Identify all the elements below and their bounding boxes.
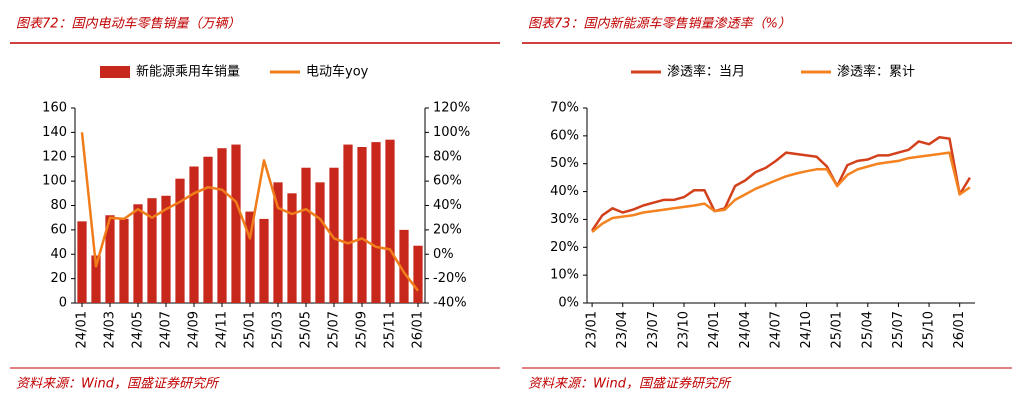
y2-tick-label: 60% xyxy=(433,174,462,189)
y-tick-label: 60% xyxy=(550,128,579,143)
x-tick-label: 26/01 xyxy=(952,311,967,348)
y2-tick-label: 0% xyxy=(433,247,454,262)
bar xyxy=(245,211,255,303)
bar xyxy=(357,147,367,303)
legend-label: 渗透率：累计 xyxy=(837,64,915,80)
bar xyxy=(343,144,353,303)
legend-label: 电动车yoy xyxy=(306,64,369,80)
x-tick-label: 24/03 xyxy=(103,311,118,348)
line xyxy=(80,132,419,292)
x-tick-label: 25/01 xyxy=(830,311,845,348)
bar xyxy=(175,178,185,303)
x-tick-label: 24/11 xyxy=(215,311,230,348)
x-tick-label: 25/03 xyxy=(271,311,286,348)
x-tick-label: 26/01 xyxy=(411,311,426,348)
legend-swatch xyxy=(100,66,130,78)
x-tick-label: 24/01 xyxy=(75,311,90,348)
y2-tick-label: 80% xyxy=(433,149,462,164)
y-tick-label: 160 xyxy=(42,101,67,116)
y-tick-label: 30% xyxy=(550,212,579,227)
y-tick-label: 80 xyxy=(50,198,67,213)
chart-title: 图表73：国内新能源车零售销量渗透率（%） xyxy=(528,16,791,32)
y2-tick-label: -40% xyxy=(433,296,467,311)
bar xyxy=(273,182,283,303)
x-tick-label: 23/04 xyxy=(615,311,630,348)
x-tick-label: 25/07 xyxy=(891,311,906,348)
y-tick-label: 20 xyxy=(50,271,67,286)
line xyxy=(591,151,971,233)
x-tick-label: 24/10 xyxy=(799,311,814,348)
y2-tick-label: 120% xyxy=(433,101,470,116)
bar xyxy=(259,218,269,303)
bar xyxy=(147,198,157,303)
bar xyxy=(329,167,339,303)
y-tick-label: 40 xyxy=(50,247,67,262)
chart-title: 图表72：国内电动车零售销量（万辆） xyxy=(16,16,241,32)
line xyxy=(591,136,971,232)
x-tick-label: 25/11 xyxy=(383,311,398,348)
x-tick-label: 24/01 xyxy=(707,311,722,348)
legend-label: 渗透率：当月 xyxy=(667,64,745,80)
bar xyxy=(105,215,115,303)
y-tick-label: 20% xyxy=(550,240,579,255)
y2-tick-label: 40% xyxy=(433,198,462,213)
bar xyxy=(385,139,395,303)
y-tick-label: 140 xyxy=(42,125,67,140)
y-tick-label: 40% xyxy=(550,184,579,199)
y-tick-label: 0% xyxy=(558,296,579,311)
bar xyxy=(161,195,171,303)
x-tick-label: 24/05 xyxy=(131,311,146,348)
bar xyxy=(203,156,213,303)
y-tick-label: 50% xyxy=(550,156,579,171)
bar xyxy=(119,218,129,303)
bar xyxy=(231,144,241,303)
bar xyxy=(287,193,297,303)
y-tick-label: 120 xyxy=(42,149,67,164)
bar xyxy=(77,221,87,303)
bar xyxy=(217,148,227,303)
source: 资料来源：Wind，国盛证券研究所 xyxy=(16,376,220,392)
bar xyxy=(189,166,199,303)
y-tick-label: 60 xyxy=(50,222,67,237)
x-tick-label: 25/04 xyxy=(860,311,875,348)
source: 资料来源：Wind，国盛证券研究所 xyxy=(528,376,732,392)
y2-tick-label: 100% xyxy=(433,125,470,140)
bar xyxy=(315,182,325,303)
x-tick-label: 25/05 xyxy=(299,311,314,348)
bar xyxy=(133,204,143,303)
y2-tick-label: 20% xyxy=(433,222,462,237)
bar xyxy=(413,245,423,303)
y2-tick-label: -20% xyxy=(433,271,467,286)
bar xyxy=(91,255,101,303)
x-tick-label: 25/09 xyxy=(355,311,370,348)
legend-label: 新能源乘用车销量 xyxy=(136,64,240,80)
x-tick-label: 24/07 xyxy=(768,311,783,348)
bar xyxy=(399,229,409,303)
x-tick-label: 24/04 xyxy=(738,311,753,348)
y-tick-label: 70% xyxy=(550,101,579,116)
y-tick-label: 10% xyxy=(550,268,579,283)
x-tick-label: 25/10 xyxy=(922,311,937,348)
y-tick-label: 0 xyxy=(59,296,67,311)
bar xyxy=(371,142,381,303)
x-tick-label: 23/10 xyxy=(677,311,692,348)
x-tick-label: 24/09 xyxy=(187,311,202,348)
x-tick-label: 25/07 xyxy=(327,311,342,348)
x-tick-label: 24/07 xyxy=(159,311,174,348)
x-tick-label: 23/01 xyxy=(585,311,600,348)
bar xyxy=(301,167,311,303)
x-tick-label: 23/07 xyxy=(646,311,661,348)
x-tick-label: 25/01 xyxy=(243,311,258,348)
y-tick-label: 100 xyxy=(42,174,67,189)
